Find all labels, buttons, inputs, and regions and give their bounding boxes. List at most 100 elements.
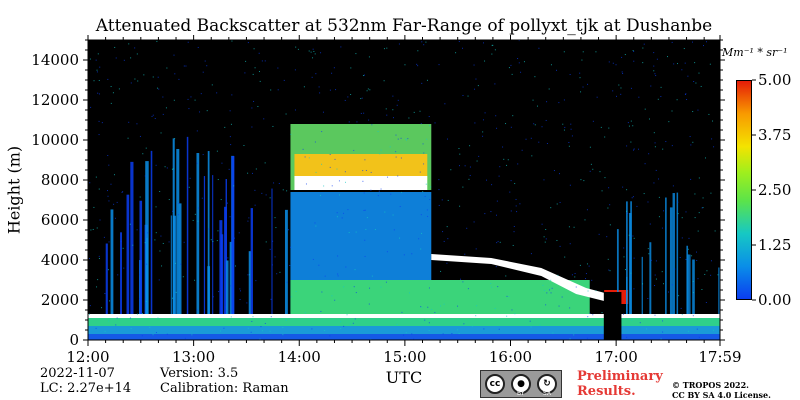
cc-license-badge[interactable]: cc ● ↻ BY SA bbox=[480, 370, 562, 398]
noise-speck bbox=[199, 111, 201, 113]
noise-speck bbox=[530, 326, 532, 328]
noise-speck bbox=[622, 186, 624, 188]
signal-streak bbox=[176, 148, 180, 314]
x-tick-label: 16:00 bbox=[489, 348, 532, 366]
noise-speck bbox=[542, 284, 544, 286]
noise-speck bbox=[230, 316, 232, 318]
noise-speck bbox=[155, 232, 157, 234]
noise-speck bbox=[405, 138, 407, 140]
noise-speck bbox=[274, 217, 276, 219]
noise-speck bbox=[348, 232, 350, 234]
noise-speck bbox=[98, 255, 100, 257]
noise-speck bbox=[312, 57, 314, 59]
noise-speck bbox=[344, 181, 346, 183]
noise-speck bbox=[155, 164, 157, 166]
noise-speck bbox=[421, 41, 423, 43]
noise-speck bbox=[122, 247, 124, 249]
surface-band bbox=[88, 334, 720, 340]
noise-speck bbox=[466, 227, 468, 229]
signal-streak bbox=[669, 207, 673, 314]
noise-speck bbox=[592, 314, 594, 316]
noise-speck bbox=[475, 248, 477, 250]
noise-speck bbox=[460, 278, 462, 280]
noise-speck bbox=[632, 149, 634, 151]
noise-speck bbox=[384, 211, 386, 213]
signal-streak bbox=[686, 245, 689, 314]
noise-speck bbox=[129, 223, 131, 225]
y-tick-label: 14000 bbox=[31, 51, 79, 69]
version-label: Version: 3.5 bbox=[160, 366, 239, 381]
noise-speck bbox=[294, 69, 296, 71]
noise-speck bbox=[99, 66, 101, 68]
noise-speck bbox=[514, 183, 516, 185]
noise-speck bbox=[590, 163, 592, 165]
noise-speck bbox=[568, 226, 570, 228]
noise-speck bbox=[155, 206, 157, 208]
noise-speck bbox=[269, 197, 271, 199]
data-gap bbox=[603, 292, 622, 340]
noise-speck bbox=[653, 65, 655, 67]
noise-speck bbox=[336, 212, 338, 214]
noise-speck bbox=[496, 242, 498, 244]
noise-speck bbox=[630, 272, 632, 274]
noise-speck bbox=[438, 179, 440, 181]
x-axis-label: UTC bbox=[385, 368, 423, 387]
noise-speck bbox=[455, 52, 457, 54]
noise-speck bbox=[491, 184, 493, 186]
noise-speck bbox=[628, 234, 630, 236]
signal-streak bbox=[120, 232, 122, 314]
noise-speck bbox=[582, 51, 584, 53]
noise-speck bbox=[543, 179, 545, 181]
noise-speck bbox=[556, 203, 558, 205]
noise-speck bbox=[96, 71, 98, 73]
noise-speck bbox=[717, 274, 719, 276]
aerosol-lower bbox=[290, 280, 590, 314]
noise-speck bbox=[158, 88, 160, 90]
noise-speck bbox=[612, 90, 614, 92]
noise-speck bbox=[158, 279, 160, 281]
noise-speck bbox=[151, 115, 153, 117]
noise-speck bbox=[429, 199, 431, 201]
noise-speck bbox=[315, 171, 317, 173]
noise-speck bbox=[608, 187, 610, 189]
noise-speck bbox=[420, 248, 422, 250]
signal-streak bbox=[271, 188, 273, 314]
noise-speck bbox=[467, 288, 469, 290]
noise-speck bbox=[687, 75, 689, 77]
noise-speck bbox=[482, 131, 484, 133]
noise-speck bbox=[517, 58, 519, 60]
noise-speck bbox=[286, 190, 288, 192]
noise-speck bbox=[174, 73, 176, 75]
noise-speck bbox=[367, 88, 369, 90]
signal-streak bbox=[676, 192, 679, 314]
noise-speck bbox=[171, 168, 173, 170]
noise-speck bbox=[632, 235, 634, 237]
noise-speck bbox=[586, 263, 588, 265]
noise-speck bbox=[571, 274, 573, 276]
colorbar-unit-label: Mm⁻¹ * sr⁻¹ bbox=[722, 46, 788, 59]
noise-speck bbox=[518, 40, 520, 42]
noise-speck bbox=[431, 309, 433, 311]
noise-speck bbox=[238, 232, 240, 234]
noise-speck bbox=[653, 52, 655, 54]
noise-speck bbox=[621, 56, 623, 58]
noise-speck bbox=[122, 191, 124, 193]
signal-streak bbox=[229, 241, 232, 314]
noise-speck bbox=[139, 274, 141, 276]
noise-speck bbox=[631, 319, 633, 321]
noise-speck bbox=[630, 120, 632, 122]
noise-speck bbox=[196, 162, 198, 164]
noise-speck bbox=[251, 320, 253, 322]
noise-speck bbox=[217, 179, 219, 181]
noise-speck bbox=[434, 122, 436, 124]
noise-speck bbox=[685, 93, 687, 95]
noise-speck bbox=[392, 214, 394, 216]
noise-speck bbox=[347, 209, 349, 211]
noise-speck bbox=[484, 112, 486, 114]
noise-speck bbox=[462, 47, 464, 49]
noise-speck bbox=[154, 239, 156, 241]
noise-speck bbox=[352, 322, 354, 324]
noise-speck bbox=[116, 317, 118, 319]
noise-speck bbox=[608, 269, 610, 271]
